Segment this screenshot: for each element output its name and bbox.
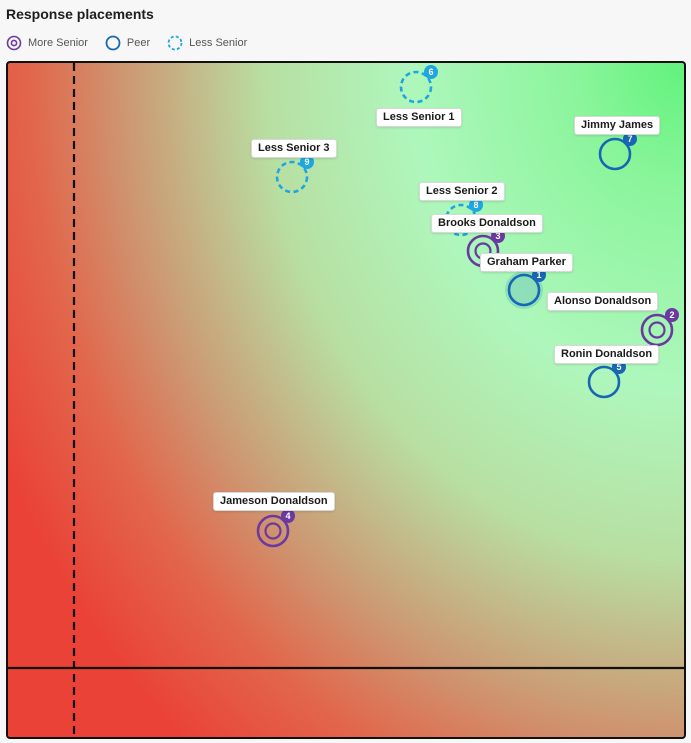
marker-ring [587, 365, 621, 399]
page-title: Response placements [6, 6, 154, 22]
placement-marker-7[interactable] [598, 137, 632, 171]
placement-plot: 1 Graham Parker 2 Alonso Donaldson 3 Brooks D… [6, 61, 686, 739]
marker-ring [399, 70, 433, 104]
markers-layer [256, 70, 674, 548]
marker-label-2: Alonso Donaldson [547, 292, 659, 311]
marker-inner-ring [648, 321, 666, 339]
legend-item-more-senior: More Senior [6, 35, 88, 51]
placement-marker-4[interactable] [256, 514, 290, 548]
legend-label-peer: Peer [126, 37, 151, 49]
legend-item-peer: Peer [105, 35, 150, 51]
legend-label-more-senior: More Senior [28, 37, 88, 49]
marker-badge-4: 4 [281, 509, 295, 523]
plot-overlay [8, 63, 684, 737]
marker-ring [598, 137, 632, 171]
marker-label-9: Less Senior 3 [251, 139, 337, 158]
legend-label-less-senior: Less Senior [189, 37, 248, 49]
marker-label-7: Jimmy James [574, 116, 661, 135]
more-senior-icon [6, 35, 22, 51]
placement-marker-9[interactable] [275, 160, 309, 194]
placement-marker-6[interactable] [399, 70, 433, 104]
marker-label-4: Jameson Donaldson [213, 492, 335, 511]
marker-badge-7: 7 [623, 132, 637, 146]
marker-label-3: Brooks Donaldson [431, 214, 543, 233]
marker-badge-2: 2 [665, 308, 679, 322]
legend: More Senior Peer Less Senior [6, 34, 264, 52]
legend-item-less-senior: Less Senior [167, 35, 247, 51]
less-senior-icon [167, 35, 183, 51]
marker-badge-6: 6 [424, 65, 438, 79]
marker-ring [256, 514, 290, 548]
marker-label-8: Less Senior 2 [419, 182, 505, 201]
placement-marker-5[interactable] [587, 365, 621, 399]
marker-ring [507, 273, 541, 307]
marker-ring [275, 160, 309, 194]
peer-icon [105, 35, 121, 51]
marker-label-1: Graham Parker [480, 253, 573, 272]
marker-inner-ring [264, 522, 282, 540]
marker-label-6: Less Senior 1 [376, 108, 462, 127]
marker-label-5: Ronin Donaldson [554, 345, 660, 364]
marker-badge-8: 8 [469, 198, 483, 212]
marker-highlight-halo [505, 271, 543, 309]
placement-marker-1[interactable] [505, 271, 543, 309]
marker-badge-9: 9 [300, 155, 314, 169]
